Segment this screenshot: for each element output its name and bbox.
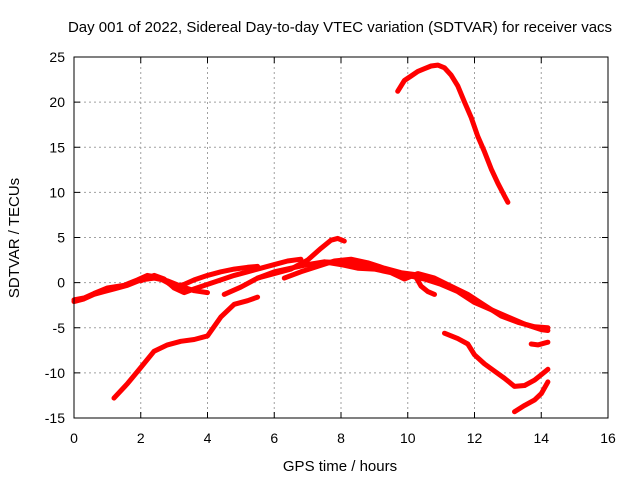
y-tick-label: 20 <box>49 94 65 110</box>
axis-ticks <box>73 56 609 419</box>
x-tick-label: 14 <box>533 430 549 446</box>
y-tick-label: 25 <box>49 49 65 65</box>
series-line-satellite-arc-10 <box>442 330 551 389</box>
x-tick-label: 2 <box>137 430 145 446</box>
y-tick-label: 5 <box>57 230 65 246</box>
series-line-satellite-arc-11 <box>528 339 551 348</box>
series-line-satellite-arc-7 <box>281 256 437 297</box>
y-tick-label: -5 <box>53 320 66 336</box>
grid <box>74 57 608 418</box>
y-tick-label: 15 <box>49 139 65 155</box>
y-axis-label: SDTVAR / TECUs <box>6 178 23 298</box>
chart-title: Day 001 of 2022, Sidereal Day-to-day VTE… <box>68 19 612 36</box>
x-tick-label: 4 <box>204 430 212 446</box>
x-axis-tick-labels: 0 2 4 6 8 10 12 14 16 <box>70 430 616 446</box>
series-line-satellite-arc-8 <box>321 259 551 331</box>
x-tick-label: 16 <box>600 430 616 446</box>
y-tick-label: -10 <box>45 365 65 381</box>
data-series <box>71 62 551 415</box>
x-tick-label: 10 <box>400 430 416 446</box>
x-tick-label: 6 <box>270 430 278 446</box>
series-line-satellite-arc-2 <box>71 275 210 305</box>
y-tick-label: 10 <box>49 184 65 200</box>
x-tick-label: 8 <box>337 430 345 446</box>
series-line-satellite-arc-12 <box>512 379 551 415</box>
y-tick-label: -15 <box>45 410 65 426</box>
series-line-satellite-arc-4 <box>111 294 261 401</box>
y-tick-label: 0 <box>57 275 65 291</box>
y-axis-tick-labels: -15 -10 -5 0 5 10 15 20 25 <box>45 49 65 426</box>
x-tick-label: 0 <box>70 430 78 446</box>
series-line-satellite-arc-9 <box>395 62 511 205</box>
x-tick-label: 12 <box>467 430 483 446</box>
x-axis-label: GPS time / hours <box>283 458 397 475</box>
series-line-satellite-arc-3 <box>138 256 304 296</box>
